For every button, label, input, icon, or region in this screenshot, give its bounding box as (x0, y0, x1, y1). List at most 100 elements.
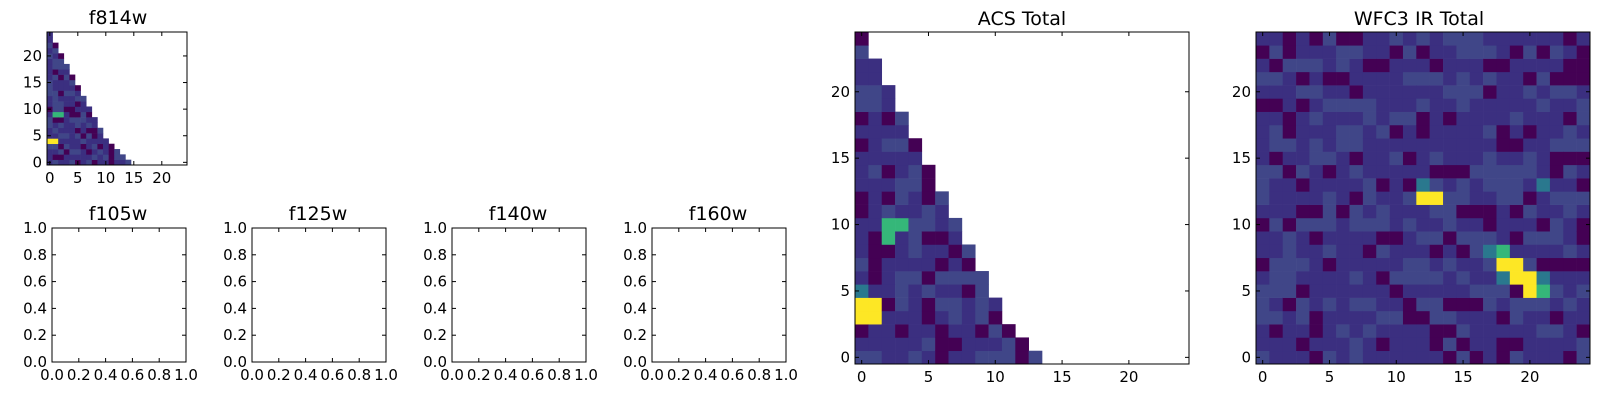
heatmap-cell (1536, 324, 1551, 338)
heatmap-cell (1523, 138, 1537, 152)
heatmap-cell (1429, 350, 1444, 365)
heatmap-cell (1429, 257, 1444, 272)
heatmap-cell (868, 310, 883, 325)
heatmap-cell (895, 284, 909, 298)
heatmap-cell (47, 90, 53, 97)
heatmap-cell (1296, 58, 1310, 73)
heatmap-cell (855, 191, 869, 205)
heatmap-cell (1336, 284, 1350, 298)
heatmap-cell (58, 53, 65, 59)
heatmap-cell (1269, 271, 1284, 285)
heatmap-cell (948, 244, 963, 259)
heatmap-cell (1429, 297, 1444, 312)
heatmap-cell (1296, 217, 1310, 232)
heatmap-cell (895, 350, 909, 365)
heatmap-cell (1389, 310, 1404, 325)
heatmap-cell (1416, 231, 1430, 245)
heatmap-cell (1362, 85, 1377, 99)
heatmap-cell (921, 257, 936, 272)
heatmap-cell (1001, 337, 1016, 352)
heatmap-cell (1429, 85, 1444, 99)
heatmap-cell (1576, 32, 1591, 46)
heatmap-cell (1376, 58, 1390, 73)
heatmap-cell (1349, 284, 1364, 298)
heatmap-cell (86, 133, 93, 139)
x-tick-label: 5 (1325, 368, 1335, 386)
heatmap-cell (1443, 324, 1457, 338)
x-tick-label: 15 (124, 169, 143, 187)
heatmap-cell (921, 217, 936, 232)
heatmap-cell (1296, 151, 1310, 166)
heatmap-cell (1429, 217, 1444, 232)
heatmap-cell (935, 204, 949, 219)
heatmap-cell (80, 117, 87, 123)
heatmap-cell (1576, 138, 1591, 152)
heatmap-cell (1536, 337, 1551, 352)
heatmap-cell (1536, 85, 1551, 99)
heatmap-cell (1549, 271, 1564, 285)
heatmap-cell (975, 324, 989, 338)
heatmap-cell (1402, 244, 1417, 259)
heatmap-cell (1563, 164, 1577, 179)
heatmap-cell (52, 127, 59, 134)
heatmap-cell (47, 85, 53, 91)
heatmap-cell (63, 79, 70, 86)
heatmap-cell (988, 350, 1003, 365)
heatmap-cell (1536, 204, 1551, 219)
heatmap-cell (52, 95, 59, 102)
heatmap-cell (1402, 71, 1417, 86)
heatmap-cell (868, 350, 883, 365)
heatmap-cell (86, 127, 93, 134)
heatmap-cell (1402, 284, 1417, 298)
heatmap-cell (908, 297, 923, 312)
heatmap-cell (1549, 310, 1564, 325)
x-tick-label: 0.4 (94, 366, 118, 384)
heatmap-cell (881, 337, 896, 352)
heatmap-cell (895, 324, 909, 338)
heatmap-cell (1322, 98, 1337, 112)
heatmap-cell (855, 85, 869, 99)
y-tick-label: 15 (23, 74, 42, 92)
heatmap-cell (948, 271, 963, 285)
heatmap-cell (1429, 337, 1444, 352)
heatmap-cell (1509, 231, 1524, 245)
heatmap-cell (1256, 284, 1270, 298)
heatmap-cell (1576, 217, 1591, 232)
heatmap-cell (1496, 310, 1511, 325)
heatmap-cell (1336, 257, 1350, 272)
heatmap-cell (1576, 244, 1591, 259)
heatmap-cell (1469, 244, 1484, 259)
heatmap-cell (1282, 284, 1297, 298)
heatmap-cell (961, 310, 976, 325)
heatmap-cell (1282, 310, 1297, 325)
heatmap-cell (1402, 32, 1417, 46)
x-tick-label: 10 (986, 368, 1005, 386)
heatmap-cell (69, 106, 76, 113)
heatmap-cell (58, 133, 65, 139)
heatmap-cell (91, 122, 98, 129)
heatmap-cell (881, 217, 896, 232)
heatmap-cell (1309, 297, 1324, 312)
heatmap-cell (1563, 257, 1577, 272)
heatmap-cell (921, 284, 936, 298)
heatmap-cells (1256, 32, 1591, 365)
heatmap-cell (1362, 244, 1377, 259)
heatmap-cell (1296, 244, 1310, 259)
heatmap-cell (1269, 244, 1284, 259)
heatmap-cell (1256, 191, 1270, 205)
heatmap-cell (75, 143, 81, 150)
heatmap-cell (1563, 337, 1577, 352)
x-tick-label: 1.0 (174, 366, 198, 384)
heatmap-cell (1256, 204, 1270, 219)
heatmap-cell (47, 154, 53, 160)
heatmap-cell (908, 350, 923, 365)
heatmap-cell (1443, 350, 1457, 365)
panel-acs-total: ACS Total 0 5 10 15 20 0 5 10 15 20 (831, 8, 1190, 386)
heatmap-cell (52, 58, 59, 65)
heatmap-cell (1309, 337, 1324, 352)
heatmap-cell (1349, 231, 1364, 245)
heatmap-cell (80, 159, 87, 166)
heatmap-cell (1309, 58, 1324, 73)
heatmap-cell (868, 271, 883, 285)
